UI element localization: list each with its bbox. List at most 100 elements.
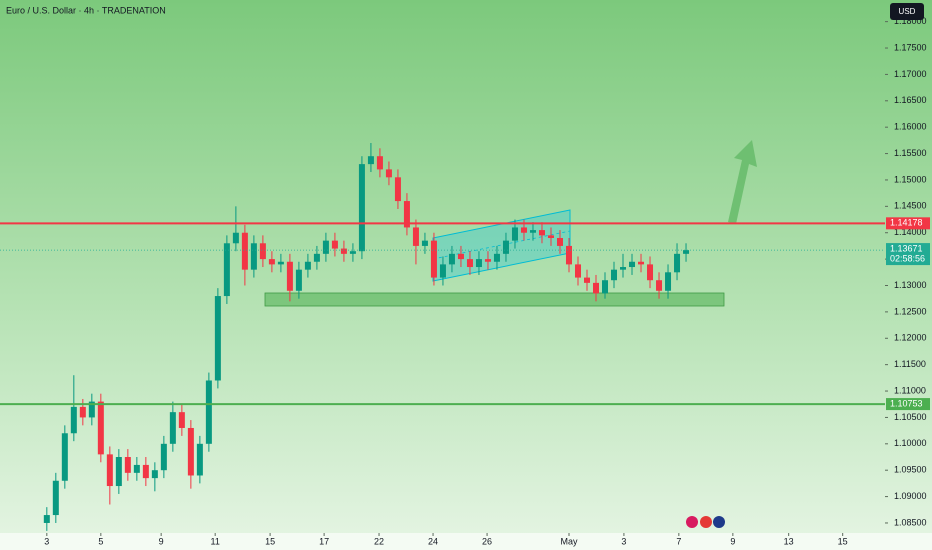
candle-body	[61, 433, 68, 481]
y-tick-label: 1.09500	[894, 465, 927, 475]
x-tick-label: 5	[98, 536, 103, 546]
candle-body	[556, 238, 563, 246]
candle-body	[457, 253, 464, 260]
y-tick-label: 1.10000	[894, 438, 927, 448]
x-tick-label: May	[560, 536, 578, 546]
candle-body	[313, 253, 320, 262]
candle-body	[52, 480, 59, 516]
x-tick-label: 3	[621, 536, 626, 546]
candle-body	[403, 201, 410, 228]
candle-body	[502, 240, 509, 254]
candle-body	[178, 412, 185, 428]
candle-body	[214, 296, 221, 381]
candle-body	[268, 259, 275, 265]
bottom-icons	[686, 516, 725, 528]
level-label: 1.10753	[890, 398, 923, 408]
support-zone	[264, 292, 725, 307]
candle-body	[593, 282, 600, 294]
x-tick-label: 3	[44, 536, 49, 546]
last-price-badge	[886, 243, 930, 266]
candle-body	[223, 243, 230, 297]
candle-body	[665, 272, 672, 291]
y-tick-label: 1.11000	[894, 385, 926, 395]
x-tick-label: 9	[730, 536, 735, 546]
x-tick-label: 17	[319, 536, 329, 546]
candle-body	[286, 261, 293, 291]
candle-body	[466, 259, 473, 268]
y-tick-label: 1.13000	[894, 280, 927, 290]
currency-label[interactable]: USD	[899, 7, 916, 16]
candle-body	[232, 232, 239, 244]
time-axis-bg	[0, 533, 932, 550]
candle-body	[142, 464, 149, 479]
candle-body	[115, 457, 122, 487]
level-label: 1.14178	[890, 218, 923, 228]
candle-body	[547, 235, 554, 239]
y-tick-label: 1.15000	[894, 174, 927, 184]
candle-body	[493, 253, 500, 262]
x-tick-label: 22	[374, 536, 384, 546]
y-tick-label: 1.17000	[894, 69, 927, 79]
y-tick-label: 1.09000	[894, 491, 927, 501]
candle-body	[448, 253, 455, 265]
candle-body	[611, 269, 618, 281]
candle-body	[602, 280, 609, 294]
y-tick-label: 1.08500	[894, 517, 927, 527]
icon	[700, 516, 712, 528]
candle-body	[250, 243, 257, 270]
candle-body	[151, 470, 158, 479]
candle-body	[683, 250, 690, 254]
candle-body	[475, 259, 482, 268]
candle-body	[430, 240, 437, 278]
candle-body	[511, 227, 518, 241]
candle-body	[620, 267, 627, 270]
y-tick-label: 1.11500	[894, 359, 926, 369]
candle-body	[529, 230, 536, 233]
countdown-label: 02:58:56	[890, 253, 925, 263]
candle-body	[304, 261, 311, 270]
candle-body	[647, 264, 654, 281]
candle-body	[187, 427, 194, 476]
x-tick-label: 9	[159, 536, 164, 546]
candle-body	[629, 261, 636, 268]
candle-body	[331, 240, 338, 249]
candle-body	[97, 401, 104, 455]
y-tick-label: 1.14000	[894, 227, 927, 237]
candle-body	[656, 280, 663, 291]
chart-title: Euro / U.S. Dollar · 4h · TRADENATION	[6, 5, 166, 15]
candle-body	[385, 169, 392, 178]
y-tick-label: 1.15500	[894, 148, 927, 158]
x-tick-label: 11	[211, 536, 220, 546]
candle-body	[43, 515, 50, 523]
y-tick-label: 1.10500	[894, 412, 927, 422]
candle-body	[241, 232, 248, 270]
candle-body	[79, 406, 86, 418]
candle-body	[133, 464, 140, 473]
candle-body	[520, 227, 527, 233]
candle-body	[169, 412, 176, 444]
candle-body	[259, 243, 266, 260]
candle-body	[376, 156, 383, 170]
candle-body	[70, 406, 77, 434]
y-tick-label: 1.12000	[894, 333, 927, 343]
x-tick-label: 13	[784, 536, 794, 546]
y-tick-label: 1.18000	[894, 16, 927, 26]
candle-body	[484, 259, 491, 262]
currency-button[interactable]	[890, 3, 924, 20]
channel-mid	[432, 230, 571, 260]
candle-body	[124, 457, 131, 473]
x-tick-label: 15	[838, 536, 848, 546]
y-tick-label: 1.16500	[894, 95, 927, 105]
candle-body	[394, 177, 401, 202]
candle-body	[538, 230, 545, 236]
candle-body	[439, 264, 446, 278]
candle-body	[322, 240, 329, 254]
y-tick-label: 1.17500	[894, 42, 927, 52]
y-tick-label: 1.12500	[894, 306, 927, 316]
candle-body	[638, 261, 645, 265]
candle-body	[277, 261, 284, 265]
x-tick-label: 24	[428, 536, 438, 546]
up-arrow	[728, 140, 757, 224]
